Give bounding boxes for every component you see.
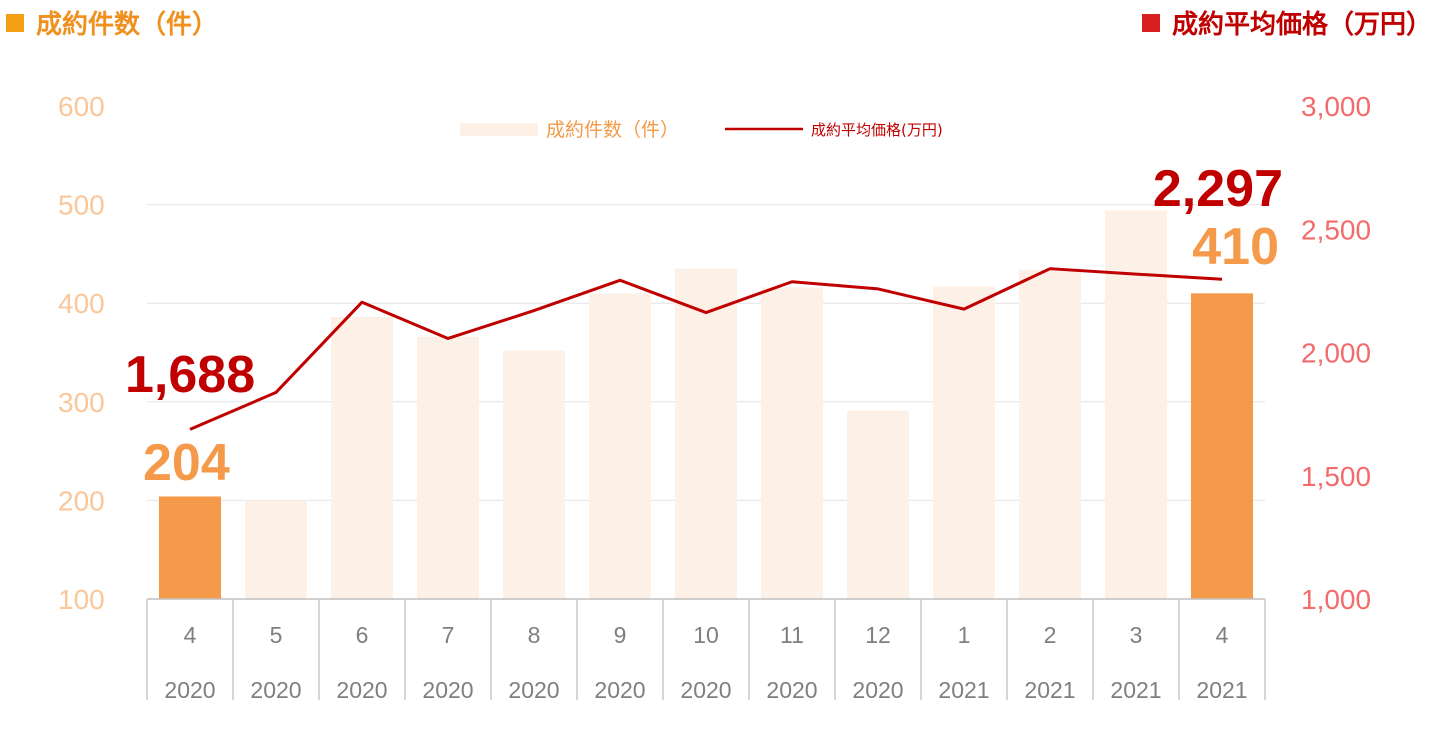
- y-right-tick: 2,500: [1301, 214, 1371, 245]
- bar: [589, 293, 651, 599]
- x-tick-month: 6: [356, 622, 369, 648]
- x-tick-month: 11: [780, 622, 804, 648]
- x-tick-month: 9: [614, 622, 627, 648]
- x-tick-year: 2021: [1196, 677, 1247, 703]
- y-right-tick: 3,000: [1301, 91, 1371, 122]
- right-axis-header-text: 成約平均価格（万円）: [1171, 10, 1432, 40]
- square-icon: [1141, 13, 1160, 32]
- bar: [1019, 269, 1081, 599]
- y-left-tick: 100: [58, 584, 105, 615]
- data-label-price-start: 1,688: [125, 346, 255, 404]
- bar: [675, 268, 737, 599]
- bar: [417, 336, 479, 599]
- x-tick-year: 2020: [508, 677, 559, 703]
- x-tick-year: 2020: [336, 677, 387, 703]
- x-tick-month: 4: [184, 622, 197, 648]
- bar: [933, 286, 995, 599]
- x-tick-year: 2020: [422, 677, 473, 703]
- bar: [761, 287, 823, 599]
- x-tick-year: 2020: [594, 677, 645, 703]
- x-tick-year: 2020: [680, 677, 731, 703]
- x-tick-month: 2: [1044, 622, 1057, 648]
- bar: [503, 350, 565, 599]
- legend-swatch-bars: [460, 123, 538, 136]
- bar: [331, 317, 393, 599]
- x-tick-month: 3: [1130, 622, 1143, 648]
- data-label-price-end: 2,297: [1153, 160, 1283, 218]
- y-left-tick: 200: [58, 485, 105, 516]
- x-tick-year: 2020: [852, 677, 903, 703]
- x-tick-year: 2021: [1024, 677, 1075, 703]
- y-right-tick: 1,500: [1301, 461, 1371, 492]
- x-tick-year: 2021: [1110, 677, 1161, 703]
- x-tick-year: 2020: [766, 677, 817, 703]
- x-tick-year: 2021: [938, 677, 989, 703]
- x-tick-month: 8: [528, 622, 541, 648]
- square-icon: [6, 13, 24, 32]
- x-tick-month: 10: [693, 622, 719, 648]
- y-left-tick: 300: [58, 387, 105, 418]
- y-right-tick: 1,000: [1301, 584, 1371, 615]
- legend-label-bars: 成約件数（件）: [546, 119, 679, 141]
- y-left-tick: 400: [58, 288, 105, 319]
- x-tick-month: 5: [270, 622, 283, 648]
- bar: [245, 500, 307, 599]
- x-tick-month: 7: [442, 622, 455, 648]
- data-label-count-start: 204: [143, 434, 230, 492]
- left-axis-header: 成約件数（件）: [6, 4, 218, 41]
- y-left-tick: 500: [58, 190, 105, 221]
- data-label-count-end: 410: [1192, 218, 1279, 276]
- x-tick-year: 2020: [164, 677, 215, 703]
- bar: [1105, 210, 1167, 600]
- left-axis-header-text: 成約件数（件）: [36, 10, 219, 40]
- bar-highlight: [1191, 293, 1253, 599]
- bar-highlight: [159, 496, 221, 599]
- y-right-tick: 2,000: [1301, 338, 1371, 369]
- x-tick-month: 1: [958, 622, 971, 648]
- x-tick-month: 4: [1216, 622, 1229, 648]
- price-line: [189, 267, 1223, 431]
- bar: [847, 410, 909, 599]
- y-left-tick: 600: [58, 91, 105, 122]
- legend-label-line: 成約平均価格(万円): [811, 121, 943, 139]
- x-tick-year: 2020: [250, 677, 301, 703]
- x-tick-month: 12: [865, 622, 891, 648]
- right-axis-header: 成約平均価格（万円）: [1141, 4, 1432, 41]
